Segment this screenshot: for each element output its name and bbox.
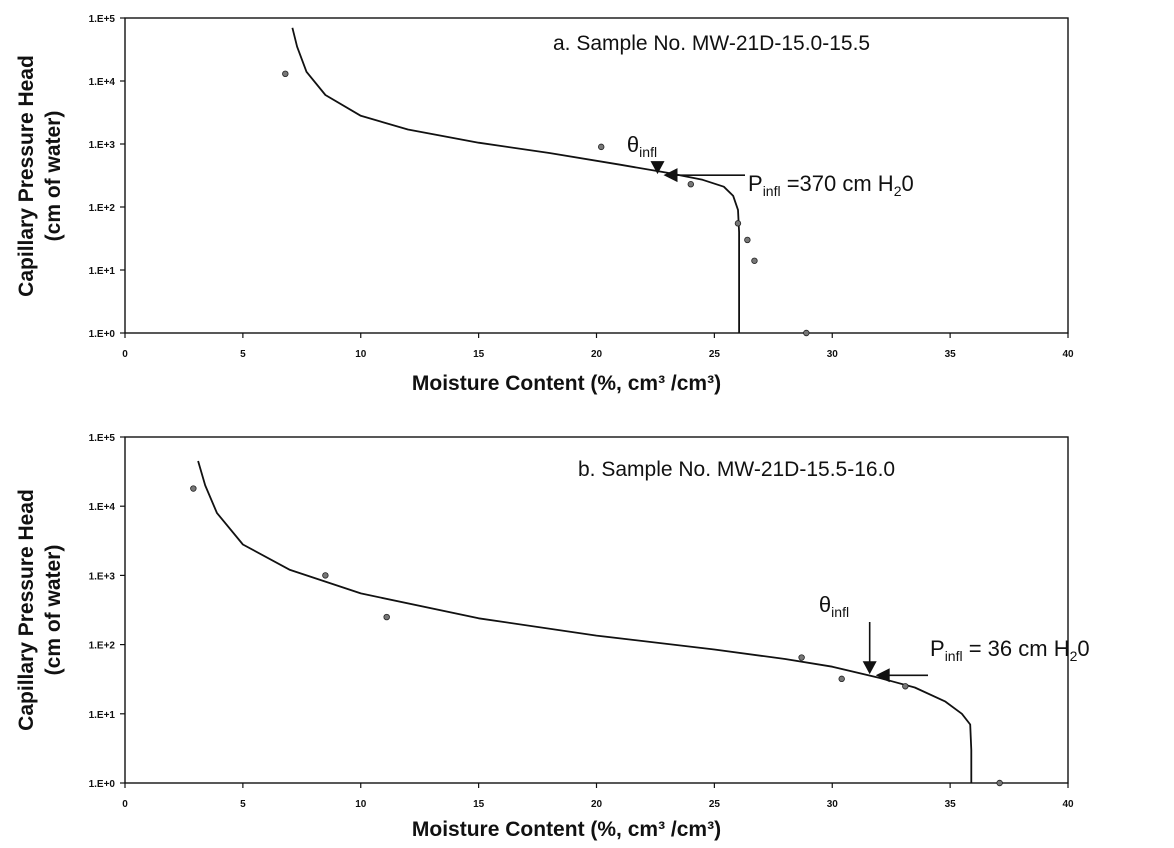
x-tick-label: 30 <box>827 799 839 810</box>
x-axis-label-b: Moisture Content (%, cm³ /cm³) <box>412 818 721 841</box>
data-point <box>751 257 758 264</box>
x-tick-label: 25 <box>709 349 721 360</box>
panel-a: 0 5 10 15 20 25 30 35 40 1.E+0 1.E+1 1.E+2 1.E+3 1.E+… <box>15 14 1074 395</box>
fitted-curve-line <box>197 460 973 783</box>
p-infl-label: Pinfl = 36 cm H20 <box>930 636 1090 664</box>
x-tick-label: 20 <box>591 349 603 360</box>
p-infl-label: Pinfl =370 cm H20 <box>748 171 914 199</box>
y-tick-label: 1.E+4 <box>89 502 116 513</box>
y-axis-label-a: Capillary Pressure Head (cm of water) <box>15 55 65 297</box>
x-tick-label: 40 <box>1062 799 1074 810</box>
data-point <box>798 654 805 661</box>
x-tick-label: 25 <box>709 799 721 810</box>
x-tick-label: 0 <box>122 349 128 360</box>
data-point <box>902 683 909 690</box>
data-points-b <box>190 485 1003 787</box>
theta-arrow-head <box>862 661 877 675</box>
fitted-curve-b <box>197 460 973 783</box>
y-tick-label: 1.E+4 <box>89 77 116 88</box>
data-point <box>734 220 742 227</box>
y-axis-label-a-line2: (cm of water) <box>42 111 65 242</box>
x-tick-label: 15 <box>473 349 485 360</box>
y-axis-label-b-line2: (cm of water) <box>42 545 65 676</box>
y-tick-label: 1.E+0 <box>89 779 116 790</box>
data-points-a <box>282 70 810 337</box>
y-tick-label: 1.E+0 <box>89 329 116 340</box>
x-tick-label: 20 <box>591 799 603 810</box>
y-tick-label: 1.E+2 <box>89 641 116 652</box>
x-tick-label: 10 <box>355 799 367 810</box>
chart-title-a: a. Sample No. MW-21D-15.0-15.5 <box>553 32 870 55</box>
fitted-curve-line <box>291 27 740 333</box>
y-tick-label: 1.E+2 <box>89 203 116 214</box>
theta-infl-label: θinfl <box>627 132 657 160</box>
y-tick-label: 1.E+5 <box>89 433 116 444</box>
data-point <box>322 572 329 579</box>
y-axis-label-b-line1: Capillary Pressure Head <box>15 489 38 731</box>
inflection-annotation-a: θinfl Pinfl =370 cm H20 <box>627 132 914 199</box>
x-tick-label: 35 <box>945 799 957 810</box>
x-tick-label: 30 <box>827 349 839 360</box>
data-point <box>803 329 810 337</box>
data-point <box>282 70 289 78</box>
x-tick-label: 0 <box>122 799 128 810</box>
data-point <box>744 236 751 244</box>
data-point <box>838 675 845 683</box>
y-tick-label: 1.E+1 <box>89 710 116 721</box>
y-tick-label: 1.E+5 <box>89 14 116 25</box>
theta-infl-label: θinfl <box>819 592 849 620</box>
data-point <box>383 613 390 621</box>
data-point <box>687 181 694 188</box>
inflection-annotation-b: θinfl Pinfl = 36 cm H20 <box>819 592 1090 683</box>
chart-title-b: b. Sample No. MW-21D-15.5-16.0 <box>578 458 895 481</box>
y-tick-label: 1.E+3 <box>89 571 116 582</box>
axis-ticks-a: 0 5 10 15 20 25 30 35 40 1.E+0 1.E+1 1.E+2 1.E+3 1.E+… <box>89 14 1074 360</box>
x-tick-label: 35 <box>945 349 957 360</box>
fitted-curve-a <box>291 27 740 333</box>
x-tick-label: 10 <box>355 349 367 360</box>
plot-area-a <box>124 17 1069 334</box>
y-tick-label: 1.E+1 <box>89 266 116 277</box>
y-axis-label-b: Capillary Pressure Head (cm of water) <box>15 489 65 731</box>
panel-b: 0 5 10 15 20 25 30 35 40 1.E+0 1.E+1 1.E+2 1.E+3 1.E+… <box>15 433 1090 841</box>
axis-ticks-b: 0 5 10 15 20 25 30 35 40 1.E+0 1.E+1 1.E+2 1.E+3 1.E+… <box>89 433 1074 810</box>
p-arrow-head <box>875 668 890 683</box>
data-point <box>996 779 1003 787</box>
x-tick-label: 40 <box>1062 349 1074 360</box>
plot-area-b <box>124 436 1069 784</box>
theta-arrow-head <box>650 161 665 175</box>
y-axis-label-a-line1: Capillary Pressure Head <box>15 55 38 297</box>
data-point <box>190 485 197 492</box>
x-tick-label: 5 <box>240 349 246 360</box>
y-tick-label: 1.E+3 <box>89 140 116 151</box>
p-arrow-head <box>663 168 678 183</box>
x-tick-label: 15 <box>473 799 485 810</box>
x-tick-label: 5 <box>240 799 246 810</box>
data-point <box>598 143 605 151</box>
x-axis-label-a: Moisture Content (%, cm³ /cm³) <box>412 372 721 395</box>
